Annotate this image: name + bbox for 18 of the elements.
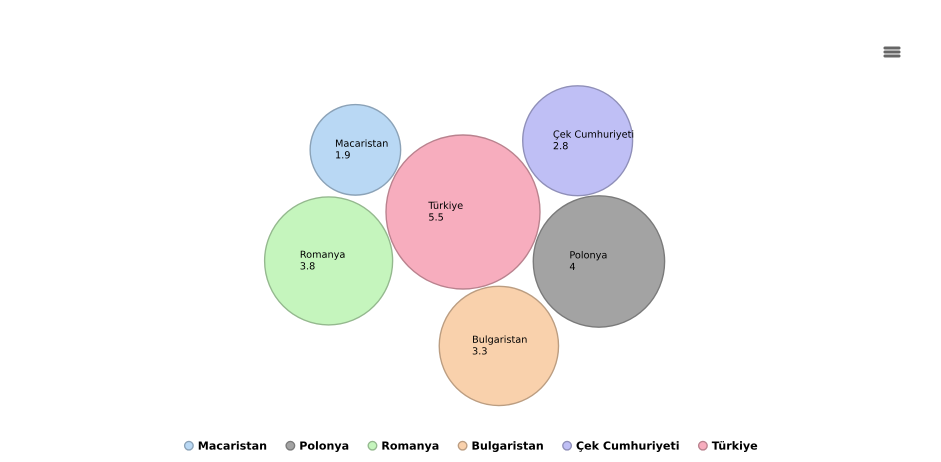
data-label: 4 [570,262,576,270]
data-label: 3.3 [472,347,487,355]
data-label: 3.8 [300,262,315,270]
text: Macaristan [336,139,388,147]
legend-label: Çek Cumhuriyeti [576,441,679,452]
text: Bulgaristan [473,335,527,345]
legend-label: Türkiye [712,441,758,452]
data-label: 2.8 [554,142,568,150]
legend-label: Polonya [300,441,348,452]
data-label: 5.5 [429,213,443,221]
text: Türkiye [428,201,463,211]
text: Romanya [300,250,345,260]
text: Çek Cumhuriyeti [553,130,634,140]
data-label: 1.9 [336,151,350,159]
legend-label: Bulgaristan [472,441,543,452]
legend-label: Romanya [382,442,438,452]
text: Polonya [570,250,606,260]
legend-label: Macaristan [198,441,266,450]
